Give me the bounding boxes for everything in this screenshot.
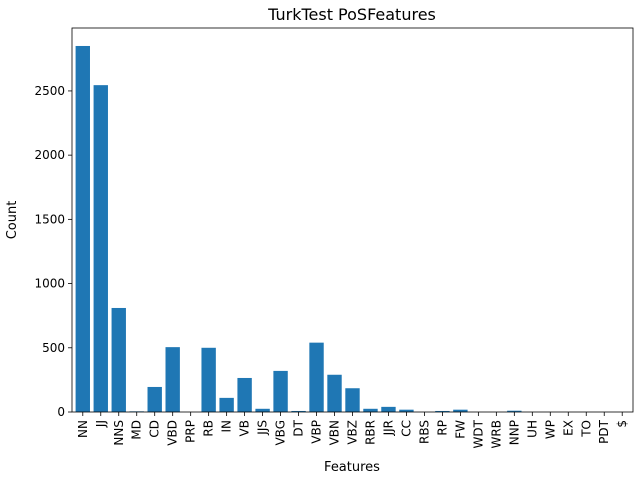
bar-NNP [507,410,522,412]
bar-RBR [363,408,378,412]
bar-VBZ [345,388,360,412]
bar-DT [291,410,306,412]
x-tick-label: UH [525,420,539,438]
y-axis-ticks: 0 500 1000 1500 2000 2500 [34,84,72,419]
y-axis-title: Count [5,201,20,240]
x-tick-label: RB [202,420,216,437]
bar-JJ [93,85,108,412]
x-tick-label: VBG [274,420,288,446]
bar-VBN [327,374,342,412]
y-tick-label: 500 [42,341,65,355]
x-tick-label: PRP [184,420,198,443]
x-tick-label: JJR [381,420,395,436]
x-tick-label: NN [76,420,90,438]
x-tick-label: RBS [417,420,431,444]
bar-VBG [273,370,288,412]
bar-JJS [255,408,270,412]
x-tick-label: RP [435,420,449,436]
x-tick-label: WP [543,420,557,439]
x-tick-label: PDT [597,419,611,443]
bar-FW [453,409,468,412]
x-tick-label: TO [579,420,593,438]
bar-JJR [381,406,396,412]
plot-frame [71,27,634,413]
bar-VBD [165,347,180,412]
chart-title: TurkTest PoSFeatures [267,5,436,24]
x-axis-title: Features [324,460,380,475]
x-tick-label: RBR [363,420,377,445]
x-axis-ticks: NN JJ NNS MD CD VBD PRP RB IN VB JJS VBG DT VBP VBN VBZ… [76,412,629,448]
x-tick-label: WRB [489,420,503,448]
x-tick-label: CD [148,420,162,438]
x-tick-label: JJ [94,420,108,428]
y-tick-label: 2500 [34,84,65,98]
x-tick-label: $ [615,420,629,428]
bar-NN [75,45,90,413]
x-tick-label: MD [130,420,144,440]
bar-NNS [111,307,126,412]
x-tick-label: VBZ [346,420,360,445]
x-tick-label: NNP [507,420,521,445]
x-tick-label: JJS [256,420,270,436]
x-tick-label: VBD [166,420,180,446]
x-tick-label: WDT [471,419,485,448]
x-tick-label: FW [453,420,467,439]
y-tick-label: 1500 [34,212,65,226]
y-tick-label: 2000 [34,148,65,162]
y-tick-label: 0 [57,405,65,419]
x-tick-label: DT [292,419,306,436]
x-tick-label: VBP [310,420,324,444]
bar-VBP [309,342,324,412]
x-tick-label: NNS [112,420,126,446]
x-tick-label: CC [399,420,413,437]
x-tick-label: VB [238,420,252,436]
bar-RP [435,410,450,412]
bar-IN [219,397,234,412]
x-tick-label: VBN [328,420,342,445]
x-tick-label: IN [220,420,234,433]
bar-CD [147,386,162,412]
bar-RB [201,347,216,412]
bars-group [75,45,522,413]
bar-CC [399,409,414,412]
y-tick-label: 1000 [34,277,65,291]
x-tick-label: EX [561,420,575,436]
bar-VB [237,377,252,412]
